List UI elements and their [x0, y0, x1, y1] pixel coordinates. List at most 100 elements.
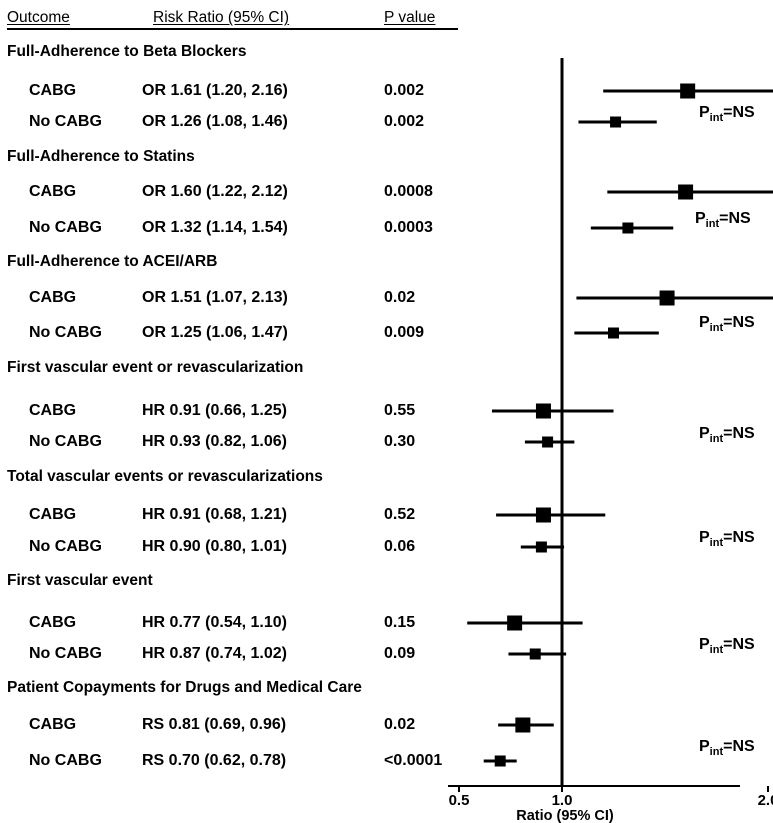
group-title: First vascular event or revascularizatio… — [7, 359, 304, 376]
row-label: CABG — [29, 402, 77, 419]
interaction-label: Pint=NS — [699, 103, 755, 128]
interaction-sub: int — [705, 218, 720, 230]
row-label: No CABG — [29, 433, 102, 450]
interaction-label: Pint=NS — [699, 313, 755, 338]
group-title: Total vascular events or revascularizati… — [7, 468, 323, 485]
group-title: Full-Adherence to Beta Blockers — [7, 43, 247, 60]
interaction-label: Pint=NS — [699, 737, 755, 762]
row-label: No CABG — [29, 113, 102, 130]
row-p-value: 0.02 — [384, 289, 416, 306]
interaction-label: Pint=NS — [695, 209, 751, 234]
interaction-value: =NS — [723, 425, 755, 442]
x-tick-label: 1.0 — [552, 792, 573, 809]
row-label: CABG — [29, 289, 77, 306]
row-p-value: 0.30 — [384, 433, 416, 450]
header-p-value: P value — [384, 9, 436, 26]
row-p-value: 0.09 — [384, 645, 416, 662]
interaction-value: =NS — [723, 529, 755, 546]
interaction-p: P — [699, 529, 710, 546]
header-underline — [7, 28, 458, 30]
x-axis-label: Ratio (95% CI) — [516, 808, 614, 823]
interaction-p: P — [699, 636, 710, 653]
row-estimate: HR 0.90 (0.80, 1.01) — [142, 538, 287, 555]
row-estimate: OR 1.25 (1.06, 1.47) — [142, 324, 288, 341]
row-estimate: HR 0.91 (0.66, 1.25) — [142, 402, 287, 419]
interaction-value: =NS — [723, 738, 755, 755]
header-outcome: Outcome — [7, 9, 70, 26]
row-p-value: <0.0001 — [384, 752, 443, 769]
header-risk-ratio: Risk Ratio (95% CI) — [153, 9, 290, 26]
row-estimate: HR 0.91 (0.68, 1.21) — [142, 506, 287, 523]
row-estimate: HR 0.93 (0.82, 1.06) — [142, 433, 287, 450]
estimate-marker — [529, 648, 541, 660]
row-estimate: HR 0.87 (0.74, 1.02) — [142, 645, 287, 662]
interaction-sub: int — [709, 112, 724, 124]
estimate-marker — [494, 755, 506, 767]
row-estimate: RS 0.81 (0.69, 0.96) — [142, 716, 287, 733]
x-tick-label: 2.0 — [758, 792, 773, 809]
row-label: No CABG — [29, 538, 102, 555]
row-label: No CABG — [29, 219, 102, 236]
interaction-label: Pint=NS — [699, 635, 755, 660]
estimate-marker — [659, 290, 675, 306]
group-title: Full-Adherence to ACEI/ARB — [7, 253, 218, 270]
interaction-p: P — [699, 104, 710, 121]
interaction-sub: int — [709, 433, 724, 445]
row-estimate: RS 0.70 (0.62, 0.78) — [142, 752, 287, 769]
estimate-marker — [610, 116, 622, 128]
estimate-marker — [535, 507, 551, 523]
row-estimate: OR 1.61 (1.20, 2.16) — [142, 82, 288, 99]
row-estimate: OR 1.60 (1.22, 2.12) — [142, 183, 288, 200]
group-title: Patient Copayments for Drugs and Medical… — [7, 679, 362, 696]
interaction-p: P — [699, 425, 710, 442]
estimate-marker — [622, 222, 634, 234]
row-label: CABG — [29, 716, 77, 733]
estimate-marker — [680, 83, 696, 99]
row-estimate: HR 0.77 (0.54, 1.10) — [142, 614, 287, 631]
row-label: CABG — [29, 506, 77, 523]
group-title: First vascular event — [7, 572, 153, 589]
interaction-value: =NS — [723, 636, 755, 653]
group-title: Full-Adherence to Statins — [7, 148, 195, 165]
row-p-value: 0.009 — [384, 324, 425, 341]
row-label: No CABG — [29, 752, 102, 769]
row-p-value: 0.15 — [384, 614, 416, 631]
interaction-label: Pint=NS — [699, 424, 755, 449]
row-p-value: 0.52 — [384, 506, 416, 523]
interaction-sub: int — [709, 746, 724, 758]
row-label: No CABG — [29, 645, 102, 662]
interaction-value: =NS — [719, 210, 751, 227]
estimate-marker — [678, 184, 694, 200]
row-estimate: OR 1.51 (1.07, 2.13) — [142, 289, 288, 306]
row-label: CABG — [29, 183, 77, 200]
interaction-p: P — [695, 210, 706, 227]
interaction-value: =NS — [723, 104, 755, 121]
row-label: CABG — [29, 614, 77, 631]
row-p-value: 0.002 — [384, 82, 425, 99]
estimate-marker — [515, 717, 531, 733]
row-label: No CABG — [29, 324, 102, 341]
row-estimate: OR 1.32 (1.14, 1.54) — [142, 219, 288, 236]
estimate-marker — [608, 327, 619, 339]
estimate-marker — [542, 436, 554, 448]
x-tick-label: 0.5 — [449, 792, 470, 809]
row-estimate: OR 1.26 (1.08, 1.46) — [142, 113, 288, 130]
row-p-value: 0.55 — [384, 402, 416, 419]
row-label: CABG — [29, 82, 77, 99]
interaction-sub: int — [709, 322, 724, 334]
interaction-p: P — [699, 738, 710, 755]
interaction-label: Pint=NS — [699, 528, 755, 553]
row-p-value: 0.0008 — [384, 183, 433, 200]
interaction-sub: int — [709, 537, 724, 549]
interaction-p: P — [699, 314, 710, 331]
row-p-value: 0.002 — [384, 113, 425, 130]
interaction-value: =NS — [723, 314, 755, 331]
row-p-value: 0.06 — [384, 538, 416, 555]
row-p-value: 0.02 — [384, 716, 416, 733]
estimate-marker — [535, 541, 547, 553]
estimate-marker — [535, 403, 551, 419]
interaction-sub: int — [709, 644, 724, 656]
row-p-value: 0.0003 — [384, 219, 433, 236]
